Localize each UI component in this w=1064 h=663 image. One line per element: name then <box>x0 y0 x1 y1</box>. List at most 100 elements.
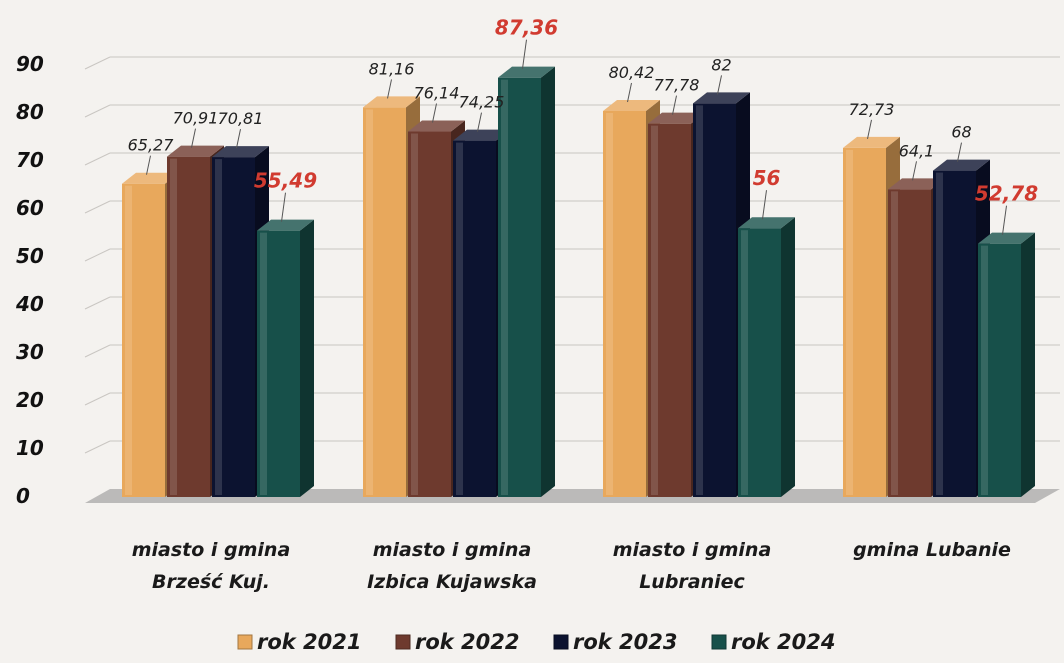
legend-swatch <box>553 634 569 650</box>
bar <box>978 232 1035 497</box>
y-tick-label: 50 <box>16 244 44 268</box>
legend-item: rok 2023 <box>553 630 678 654</box>
bar-top <box>843 136 900 148</box>
bar-top <box>257 219 314 231</box>
gridline-diag <box>84 152 111 166</box>
data-label-leader <box>912 161 917 181</box>
bar-top <box>408 120 465 132</box>
gridline-diag <box>84 56 111 70</box>
bar-top <box>212 146 269 158</box>
data-label-leader <box>1002 205 1007 235</box>
bar-top <box>888 178 945 190</box>
category-label: miasto i gmina <box>373 539 532 561</box>
bar-highlight <box>215 159 222 495</box>
gridline-diag <box>84 296 111 310</box>
data-label-leader <box>627 82 632 103</box>
data-label-leader <box>432 103 437 123</box>
bar-top <box>498 66 555 78</box>
legend-item: rok 2022 <box>395 630 520 654</box>
y-tick-label: 20 <box>16 388 44 412</box>
legend-label: rok 2021 <box>257 630 362 654</box>
bar-highlight <box>125 185 132 496</box>
data-label: 76,14 <box>414 84 460 103</box>
bar-highlight <box>846 149 853 495</box>
data-label-leader <box>762 190 767 220</box>
chart-floor <box>85 489 1060 503</box>
y-tick-label: 60 <box>16 196 44 220</box>
data-label-leader <box>236 129 241 149</box>
bar-top <box>933 159 990 171</box>
bar-top <box>738 217 795 229</box>
bar-top <box>453 129 510 141</box>
legend-label: rok 2024 <box>731 630 836 654</box>
category-label: miasto i gmina <box>132 539 291 561</box>
data-label: 70,81 <box>218 109 264 128</box>
bar-side <box>1021 232 1035 497</box>
data-label-leader <box>387 79 392 99</box>
category-label: Brześć Kuj. <box>152 571 270 593</box>
y-axis-ticks: 0 10 20 30 40 50 60 70 80 90 <box>15 52 44 508</box>
legend-label: rok 2022 <box>415 630 520 654</box>
gridline-diag <box>84 104 111 118</box>
data-label-leader <box>867 119 872 139</box>
category-label: Izbica Kujawska <box>367 571 537 593</box>
bar <box>498 66 555 497</box>
data-label: 65,27 <box>128 136 175 155</box>
data-label: 81,16 <box>369 59 415 78</box>
bar-top <box>648 112 705 124</box>
category-label: Lubraniec <box>639 571 745 593</box>
bar-side <box>541 66 555 497</box>
category-labels: miasto i gmina Brześć Kuj. miasto i gmina I… <box>132 539 1011 593</box>
data-label-leader <box>672 95 677 115</box>
bar-highlight <box>741 230 748 495</box>
y-tick-label: 40 <box>15 292 44 316</box>
bar-highlight <box>411 133 418 495</box>
y-tick-label: 10 <box>16 436 44 460</box>
bar-highlight <box>981 245 988 495</box>
data-label: 72,73 <box>849 100 895 119</box>
data-labels: 65,27 70,91 70,81 55,49 81,16 76,14 74,25 87,36… <box>128 16 1038 235</box>
data-label: 87,36 <box>495 16 558 40</box>
data-label: 55,49 <box>254 169 317 193</box>
legend-swatch <box>237 634 253 650</box>
data-label-leader <box>522 39 527 69</box>
bar-highlight <box>456 142 463 495</box>
gridline-diag <box>84 392 111 406</box>
bar-highlight <box>501 79 508 495</box>
data-label-leader <box>957 142 962 162</box>
data-label: 70,91 <box>173 109 219 128</box>
data-label: 80,42 <box>609 63 655 82</box>
data-label: 56 <box>753 166 781 190</box>
data-label: 82 <box>711 55 731 74</box>
legend-item: rok 2024 <box>711 630 836 654</box>
bar-highlight <box>651 125 658 495</box>
data-label-leader <box>717 75 722 95</box>
gridline-diag <box>84 200 111 214</box>
bar-top <box>603 99 660 111</box>
data-label: 52,78 <box>975 182 1038 206</box>
legend-swatch <box>395 634 411 650</box>
bar-highlight <box>936 172 943 495</box>
gridline-diag <box>84 440 111 454</box>
data-label-leader <box>477 112 482 132</box>
legend-swatch <box>711 634 727 650</box>
bar-highlight <box>696 105 703 496</box>
data-label: 77,78 <box>654 76 700 95</box>
bar-highlight <box>366 109 373 495</box>
bars <box>122 66 1035 498</box>
y-tick-label: 0 <box>16 484 30 508</box>
data-label: 74,25 <box>459 93 505 112</box>
data-label: 64,1 <box>899 141 935 160</box>
gridline-diag <box>84 248 111 262</box>
y-tick-label: 80 <box>16 100 44 124</box>
bar-top <box>122 172 179 184</box>
gridline-diag <box>84 344 111 358</box>
bar-highlight <box>891 191 898 495</box>
data-label-leader <box>281 192 286 222</box>
legend-label: rok 2023 <box>573 630 678 654</box>
y-tick-label: 70 <box>16 148 44 172</box>
category-label: miasto i gmina <box>613 539 772 561</box>
legend-item: rok 2021 <box>237 630 362 654</box>
